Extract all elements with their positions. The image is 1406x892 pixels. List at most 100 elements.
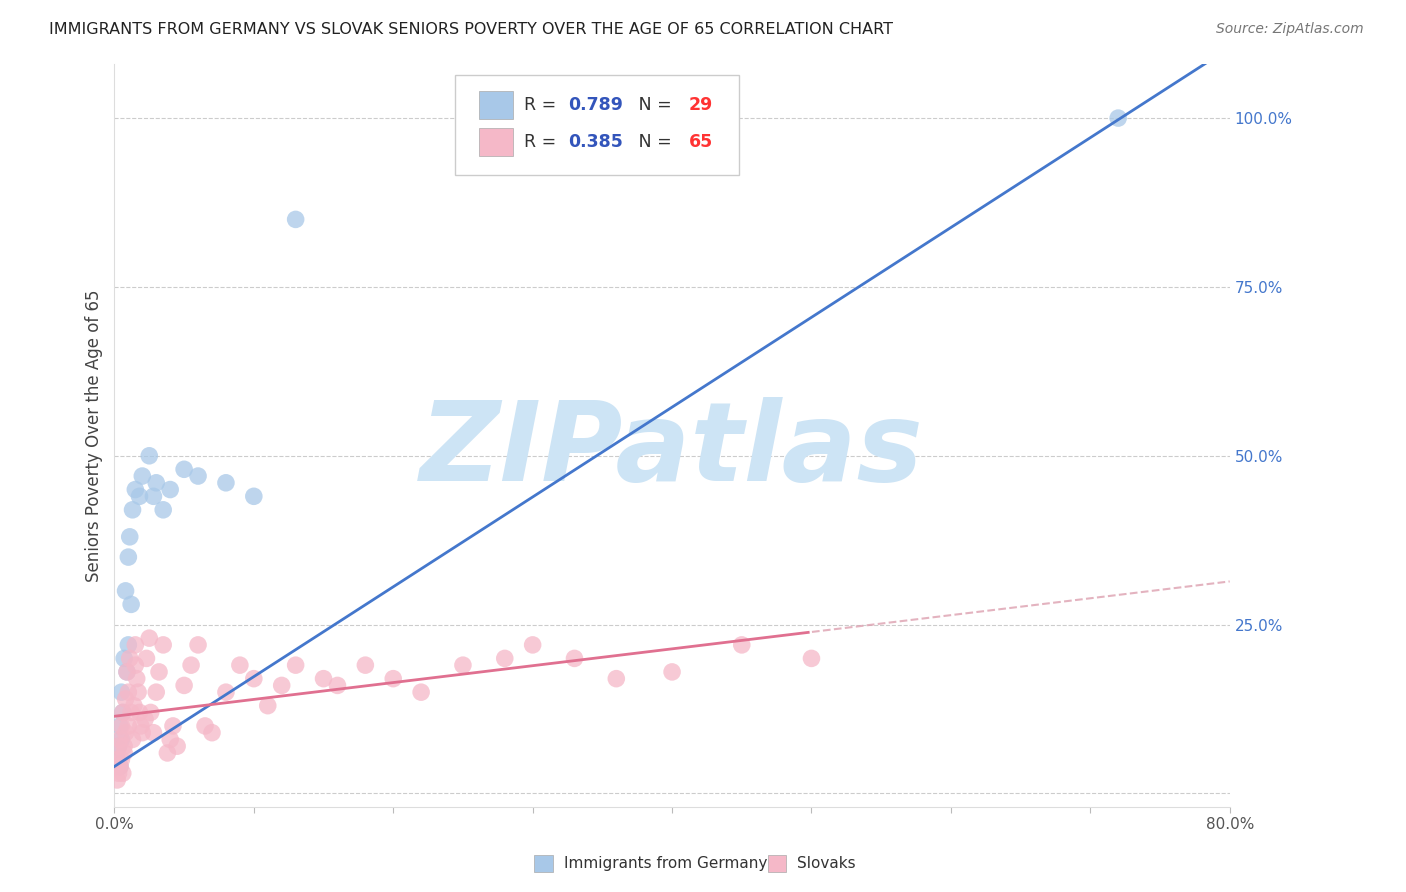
Point: [215, 475, 238, 490]
Point: [117, 550, 139, 565]
Point: [124, 483, 146, 497]
Point: [173, 678, 195, 692]
Point: [162, 719, 184, 733]
Point: [111, 706, 134, 720]
Text: 0.385: 0.385: [568, 133, 623, 151]
Point: [118, 651, 141, 665]
Point: [270, 678, 292, 692]
Point: [731, 638, 754, 652]
Point: [243, 489, 266, 503]
Text: IMMIGRANTS FROM GERMANY VS SLOVAK SENIORS POVERTY OVER THE AGE OF 65 CORRELATION: IMMIGRANTS FROM GERMANY VS SLOVAK SENIOR…: [49, 22, 893, 37]
Point: [131, 725, 153, 739]
Bar: [479, 91, 513, 119]
Point: [148, 665, 170, 679]
Point: [105, 753, 128, 767]
Point: [152, 638, 174, 652]
Point: [111, 766, 134, 780]
Point: [131, 469, 153, 483]
Point: [1107, 111, 1129, 125]
Point: [107, 766, 129, 780]
Point: [129, 719, 152, 733]
Point: [256, 698, 278, 713]
Point: [284, 658, 307, 673]
Text: Slovaks: Slovaks: [797, 856, 856, 871]
Point: [124, 638, 146, 652]
Point: [107, 739, 129, 754]
Point: [110, 719, 132, 733]
Text: N =: N =: [621, 133, 678, 151]
Point: [142, 489, 165, 503]
Text: Immigrants from Germany: Immigrants from Germany: [564, 856, 768, 871]
Point: [215, 685, 238, 699]
Point: [152, 503, 174, 517]
Point: [108, 719, 131, 733]
Point: [138, 449, 160, 463]
Point: [104, 759, 127, 773]
Point: [194, 719, 217, 733]
Point: [110, 685, 132, 699]
Point: [117, 638, 139, 652]
Point: [121, 503, 143, 517]
Text: ZIPatlas: ZIPatlas: [420, 397, 924, 504]
Point: [120, 706, 142, 720]
Point: [105, 772, 128, 787]
Point: [229, 658, 252, 673]
Point: [108, 759, 131, 773]
Point: [128, 489, 150, 503]
Text: N =: N =: [621, 96, 678, 114]
Point: [284, 212, 307, 227]
Text: R =: R =: [523, 133, 561, 151]
Point: [605, 672, 627, 686]
Point: [145, 475, 167, 490]
Point: [122, 698, 145, 713]
Point: [114, 725, 136, 739]
Bar: [479, 128, 513, 156]
Point: [243, 672, 266, 686]
Point: [159, 732, 181, 747]
Point: [112, 651, 135, 665]
Point: [187, 469, 209, 483]
Point: [187, 638, 209, 652]
Point: [173, 462, 195, 476]
Point: [382, 672, 405, 686]
Point: [110, 753, 132, 767]
Point: [110, 732, 132, 747]
Point: [114, 583, 136, 598]
Point: [107, 739, 129, 754]
Point: [115, 665, 138, 679]
Point: [139, 706, 162, 720]
Point: [112, 746, 135, 760]
Point: [124, 658, 146, 673]
Point: [105, 753, 128, 767]
Point: [142, 725, 165, 739]
Point: [166, 739, 188, 754]
Text: Source: ZipAtlas.com: Source: ZipAtlas.com: [1216, 22, 1364, 37]
Point: [128, 706, 150, 720]
Point: [156, 746, 179, 760]
Text: R =: R =: [523, 96, 561, 114]
Point: [118, 530, 141, 544]
Point: [115, 665, 138, 679]
Point: [451, 658, 474, 673]
Point: [522, 638, 544, 652]
Point: [180, 658, 202, 673]
Point: [121, 732, 143, 747]
Point: [117, 685, 139, 699]
Point: [120, 598, 142, 612]
Point: [326, 678, 349, 692]
Point: [111, 706, 134, 720]
Point: [661, 665, 683, 679]
Point: [312, 672, 335, 686]
Text: 0.789: 0.789: [568, 96, 623, 114]
Y-axis label: Seniors Poverty Over the Age of 65: Seniors Poverty Over the Age of 65: [86, 289, 103, 582]
Point: [135, 651, 157, 665]
Point: [134, 712, 156, 726]
Point: [108, 759, 131, 773]
Point: [494, 651, 516, 665]
Point: [138, 631, 160, 645]
Point: [127, 685, 149, 699]
Text: 29: 29: [689, 96, 713, 114]
Point: [354, 658, 377, 673]
Point: [114, 692, 136, 706]
Point: [564, 651, 586, 665]
